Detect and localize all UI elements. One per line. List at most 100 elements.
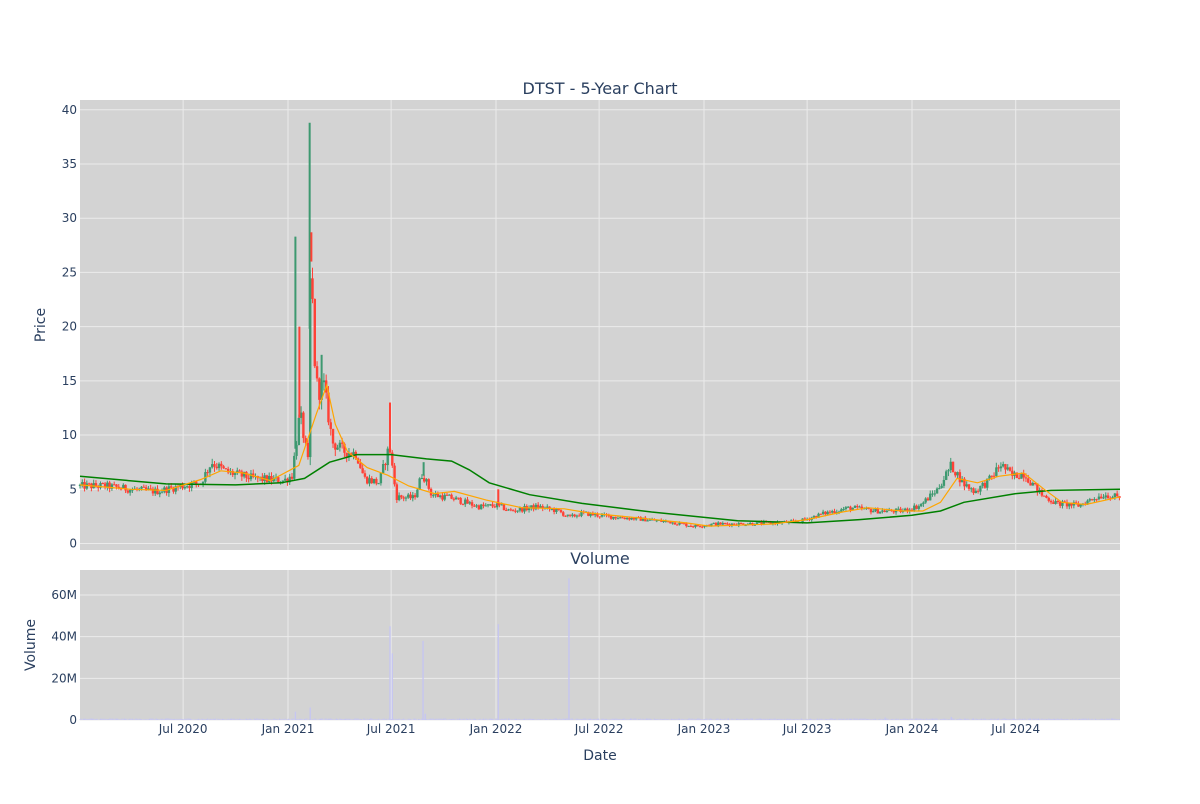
volume-bar — [751, 719, 752, 720]
candle-body — [213, 464, 215, 467]
volume-bar — [252, 719, 253, 720]
volume-y-tick: 0 — [69, 713, 77, 727]
volume-bar — [126, 719, 127, 720]
volume-bar — [820, 719, 821, 720]
candle-body — [726, 523, 728, 524]
volume-bar — [1024, 718, 1025, 720]
volume-bar — [143, 719, 144, 720]
volume-bar — [1110, 719, 1111, 720]
volume-bar — [702, 719, 703, 720]
candle-body — [307, 443, 309, 457]
volume-bar — [460, 719, 461, 720]
volume-bar — [1104, 719, 1105, 720]
volume-bar — [1030, 718, 1031, 720]
candle-body — [302, 413, 304, 439]
volume-bar — [604, 719, 605, 720]
volume-bar — [739, 719, 740, 720]
volume-bar — [929, 719, 930, 720]
volume-bar — [756, 719, 757, 720]
candle-body — [188, 486, 190, 488]
volume-bar — [380, 719, 381, 720]
volume-bar — [1067, 719, 1068, 720]
volume-bar — [204, 719, 205, 720]
candle-body — [409, 495, 411, 499]
volume-bar — [809, 719, 810, 720]
volume-bar — [1005, 718, 1006, 720]
candle-body — [610, 516, 612, 519]
candle-body — [195, 482, 197, 484]
volume-bar — [311, 719, 312, 720]
volume-bar — [734, 719, 735, 720]
volume-bar — [800, 719, 801, 720]
candle-body — [291, 477, 293, 479]
candle-body — [510, 509, 512, 510]
volume-bar — [972, 719, 973, 720]
volume-bar — [855, 719, 856, 720]
volume-bar — [348, 719, 349, 720]
volume-bar — [1038, 718, 1039, 720]
volume-bar — [270, 719, 271, 720]
volume-bar — [424, 719, 425, 720]
volume-bar — [842, 719, 843, 720]
candle-body — [480, 505, 482, 510]
volume-bar — [1016, 719, 1017, 720]
volume-bar — [870, 719, 871, 720]
volume-bar — [1057, 718, 1058, 720]
volume-bar — [509, 719, 510, 720]
candle-body — [715, 523, 717, 526]
volume-bar — [540, 719, 541, 720]
candle-body — [432, 495, 434, 496]
volume-bar — [149, 719, 150, 720]
candle-body — [546, 507, 548, 508]
volume-bar — [1090, 719, 1091, 720]
volume-bar — [779, 719, 780, 720]
volume-bar — [459, 718, 460, 720]
volume-spike-bar — [422, 641, 423, 720]
x-tick-label: Jan 2021 — [261, 722, 315, 736]
volume-bar — [89, 719, 90, 720]
candle-body — [382, 464, 384, 473]
candle-body — [159, 493, 161, 495]
volume-bar — [256, 718, 257, 720]
volume-bar — [623, 718, 624, 720]
volume-bar — [638, 719, 639, 720]
price-y-tick: 25 — [62, 265, 77, 279]
candle-body — [115, 484, 117, 486]
volume-bar — [197, 719, 198, 720]
candle-body — [722, 523, 724, 525]
candle-body — [448, 495, 450, 496]
volume-bar — [552, 719, 553, 720]
volume-bar — [843, 719, 844, 720]
candle-body — [562, 512, 564, 516]
volume-bar — [860, 719, 861, 720]
x-tick-label: Jul 2021 — [366, 722, 416, 736]
volume-bar — [370, 718, 371, 720]
volume-bar — [173, 719, 174, 720]
volume-bar — [205, 719, 206, 720]
volume-bar — [1078, 719, 1079, 720]
volume-bar — [307, 719, 308, 720]
candle-body — [624, 518, 626, 519]
volume-bar — [318, 719, 319, 720]
volume-bar — [1074, 719, 1075, 720]
volume-bar — [426, 719, 427, 720]
volume-bar — [241, 719, 242, 720]
volume-bar — [961, 719, 962, 720]
volume-bar — [799, 719, 800, 720]
candle-body — [690, 526, 692, 527]
volume-bar — [1045, 719, 1046, 720]
volume-bar — [93, 719, 94, 720]
volume-bar — [727, 719, 728, 720]
volume-bar — [358, 718, 359, 720]
volume-bar — [178, 719, 179, 720]
volume-bar — [710, 718, 711, 720]
volume-bar — [276, 719, 277, 720]
candle-body — [380, 473, 382, 483]
volume-bar — [725, 718, 726, 720]
volume-bar — [434, 719, 435, 720]
candle-body — [975, 491, 977, 493]
volume-bar — [824, 719, 825, 720]
volume-bar — [607, 719, 608, 720]
volume-bar — [185, 719, 186, 720]
